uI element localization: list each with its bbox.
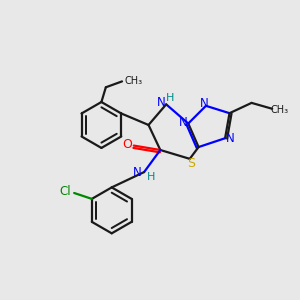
Text: H: H [166,93,174,103]
Text: N: N [200,97,209,110]
Text: CH₃: CH₃ [271,105,289,115]
Text: CH₃: CH₃ [124,76,142,86]
Text: Cl: Cl [59,185,71,198]
Text: H: H [146,172,155,182]
Text: N: N [226,132,235,145]
Text: S: S [187,157,195,170]
Text: N: N [178,116,188,129]
Text: N: N [133,166,142,179]
Text: N: N [157,96,165,110]
Text: O: O [122,138,132,151]
